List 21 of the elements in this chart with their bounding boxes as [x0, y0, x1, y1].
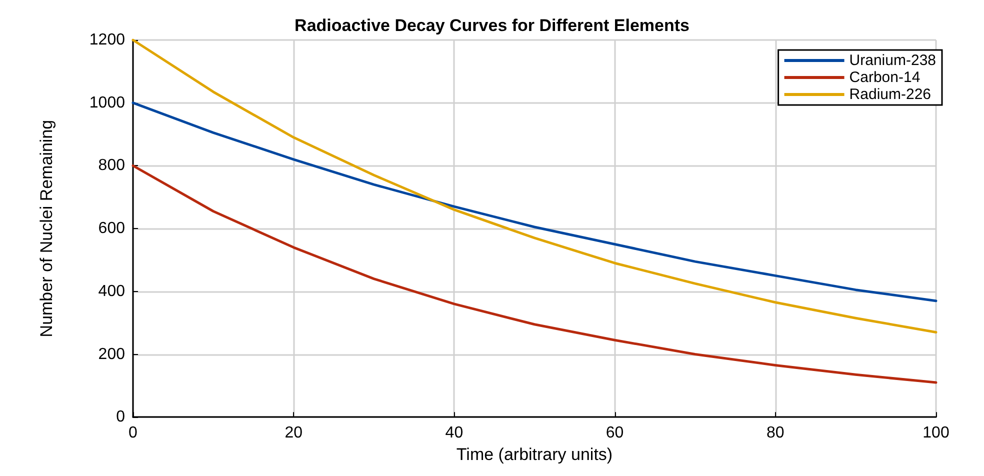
- x-tick-label: 0: [128, 424, 138, 442]
- x-tick-label: 20: [284, 424, 303, 442]
- x-tick-label: 100: [922, 424, 950, 442]
- legend-label: Carbon-14: [849, 69, 920, 86]
- y-tick-label: 400: [98, 282, 126, 300]
- x-axis-title: Time (arbitrary units): [456, 445, 613, 464]
- x-tick-label: 60: [606, 424, 624, 442]
- legend-label: Uranium-238: [849, 52, 936, 69]
- line-series: [132, 164, 938, 384]
- line-series: [132, 102, 938, 302]
- y-tick-label: 1200: [89, 32, 126, 48]
- x-tick-label: 40: [445, 424, 464, 442]
- y-axis-title: Number of Nuclei Remaining: [37, 120, 56, 338]
- y-tick-label: 1000: [89, 94, 126, 112]
- legend-label: Radium-226: [849, 86, 932, 103]
- chart-title: Radioactive Decay Curves for Different Elements: [294, 16, 690, 35]
- y-tick-label: 800: [98, 157, 126, 174]
- y-tick-label: 600: [98, 220, 126, 238]
- y-tick-label: 0: [116, 408, 126, 426]
- x-tick-label: 80: [766, 424, 784, 442]
- y-tick-label: 200: [98, 346, 126, 363]
